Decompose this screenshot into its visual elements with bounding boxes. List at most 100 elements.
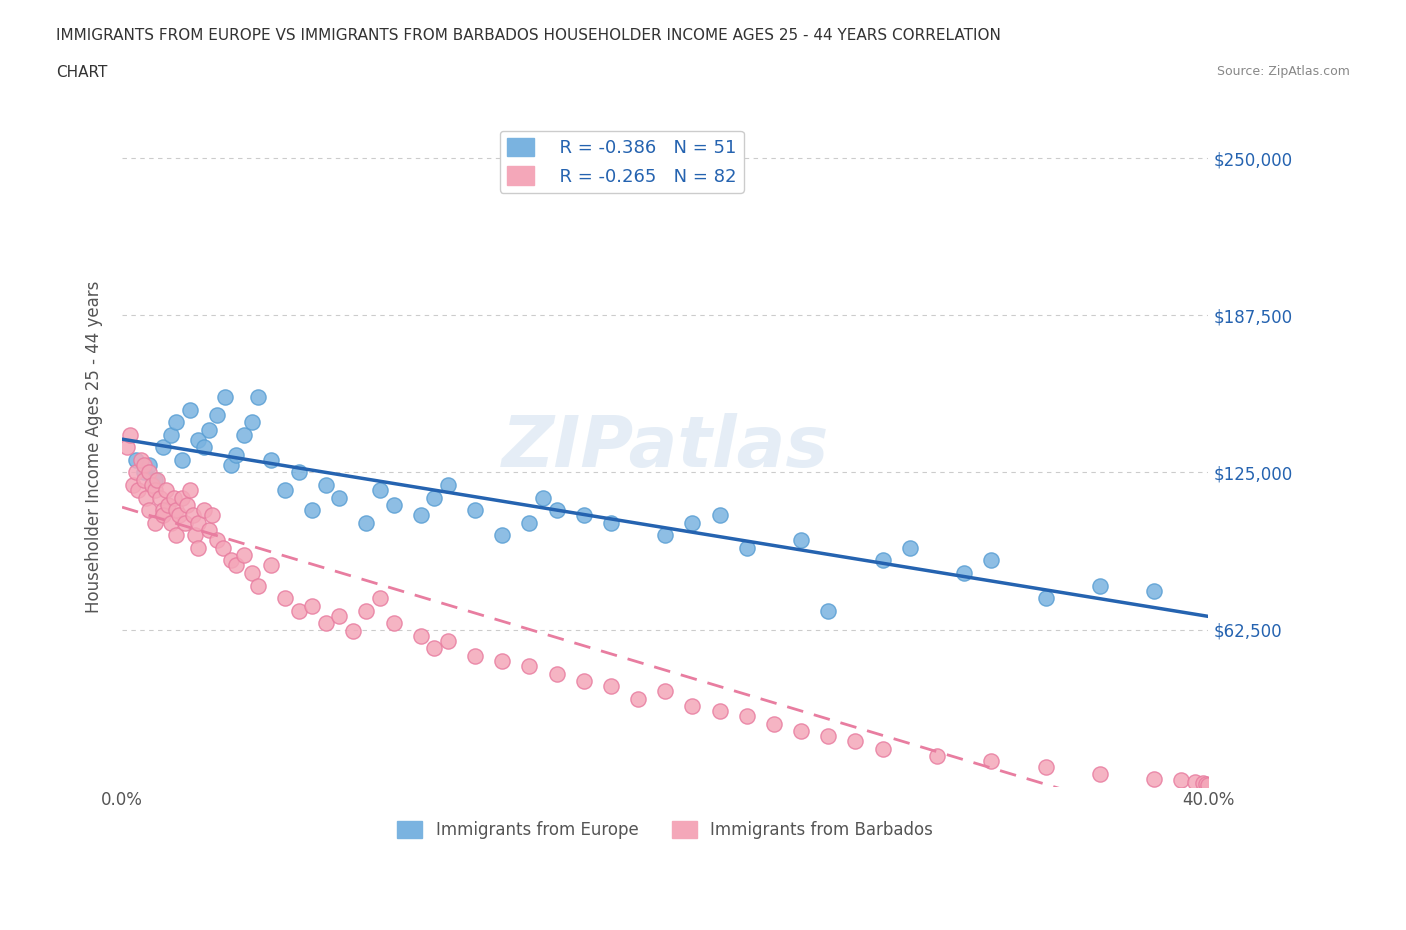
Point xyxy=(117,440,139,455)
Point xyxy=(274,483,297,498)
Point xyxy=(817,604,839,618)
Point xyxy=(193,503,215,518)
Point xyxy=(198,523,221,538)
Point xyxy=(790,533,813,548)
Point xyxy=(342,623,364,638)
Point xyxy=(980,553,1002,568)
Point xyxy=(572,508,595,523)
Point xyxy=(1195,777,1218,791)
Point xyxy=(1035,591,1057,605)
Point xyxy=(225,447,247,462)
Point xyxy=(437,633,460,648)
Point xyxy=(165,528,187,543)
Point xyxy=(356,604,378,618)
Point xyxy=(152,440,174,455)
Point xyxy=(735,540,758,555)
Point xyxy=(246,390,269,405)
Point xyxy=(382,498,405,512)
Point xyxy=(872,741,894,756)
Point xyxy=(437,478,460,493)
Point xyxy=(176,498,198,512)
Point xyxy=(368,591,391,605)
Text: IMMIGRANTS FROM EUROPE VS IMMIGRANTS FROM BARBADOS HOUSEHOLDER INCOME AGES 25 - : IMMIGRANTS FROM EUROPE VS IMMIGRANTS FRO… xyxy=(56,28,1001,43)
Point xyxy=(205,407,228,422)
Text: ZIPatlas: ZIPatlas xyxy=(502,413,830,482)
Point xyxy=(225,558,247,573)
Point xyxy=(170,452,193,467)
Point xyxy=(167,508,190,523)
Point xyxy=(1170,773,1192,788)
Point xyxy=(201,508,224,523)
Point xyxy=(124,465,146,480)
Point xyxy=(980,754,1002,769)
Point xyxy=(129,452,152,467)
Text: CHART: CHART xyxy=(56,65,108,80)
Point xyxy=(205,533,228,548)
Point xyxy=(179,402,201,417)
Point xyxy=(141,478,163,493)
Point xyxy=(260,452,283,467)
Point xyxy=(138,503,160,518)
Point xyxy=(709,704,731,719)
Point xyxy=(681,515,703,530)
Point xyxy=(546,503,568,518)
Point xyxy=(423,641,446,656)
Point xyxy=(219,553,242,568)
Point xyxy=(143,483,166,498)
Point xyxy=(953,565,976,580)
Point xyxy=(149,490,172,505)
Point xyxy=(233,427,256,442)
Point xyxy=(138,465,160,480)
Point xyxy=(187,432,209,447)
Y-axis label: Householder Income Ages 25 - 44 years: Householder Income Ages 25 - 44 years xyxy=(86,281,103,614)
Point xyxy=(193,440,215,455)
Point xyxy=(1192,776,1215,790)
Point xyxy=(146,472,169,487)
Point xyxy=(654,528,676,543)
Point xyxy=(762,716,785,731)
Point xyxy=(600,679,623,694)
Point xyxy=(464,503,486,518)
Point xyxy=(198,422,221,437)
Point xyxy=(735,709,758,724)
Point xyxy=(1143,772,1166,787)
Point xyxy=(138,458,160,472)
Point xyxy=(409,629,432,644)
Point xyxy=(132,465,155,480)
Point xyxy=(898,540,921,555)
Point xyxy=(409,508,432,523)
Point xyxy=(709,508,731,523)
Point xyxy=(1198,777,1220,792)
Point xyxy=(242,565,264,580)
Point xyxy=(219,458,242,472)
Point xyxy=(170,490,193,505)
Point xyxy=(135,490,157,505)
Point xyxy=(160,515,183,530)
Point xyxy=(1088,578,1111,593)
Point xyxy=(627,691,650,706)
Point xyxy=(301,503,323,518)
Point xyxy=(187,515,209,530)
Point xyxy=(152,508,174,523)
Point xyxy=(315,616,337,631)
Point xyxy=(1143,583,1166,598)
Point xyxy=(155,483,177,498)
Point xyxy=(287,604,309,618)
Point xyxy=(143,472,166,487)
Point xyxy=(925,749,948,764)
Point xyxy=(143,515,166,530)
Point xyxy=(122,478,145,493)
Point xyxy=(157,498,180,512)
Point xyxy=(233,548,256,563)
Point xyxy=(356,515,378,530)
Point xyxy=(600,515,623,530)
Point xyxy=(127,483,149,498)
Point xyxy=(519,658,541,673)
Point xyxy=(173,515,195,530)
Point xyxy=(260,558,283,573)
Point xyxy=(872,553,894,568)
Point xyxy=(187,540,209,555)
Point xyxy=(1088,766,1111,781)
Point xyxy=(163,490,186,505)
Point xyxy=(382,616,405,631)
